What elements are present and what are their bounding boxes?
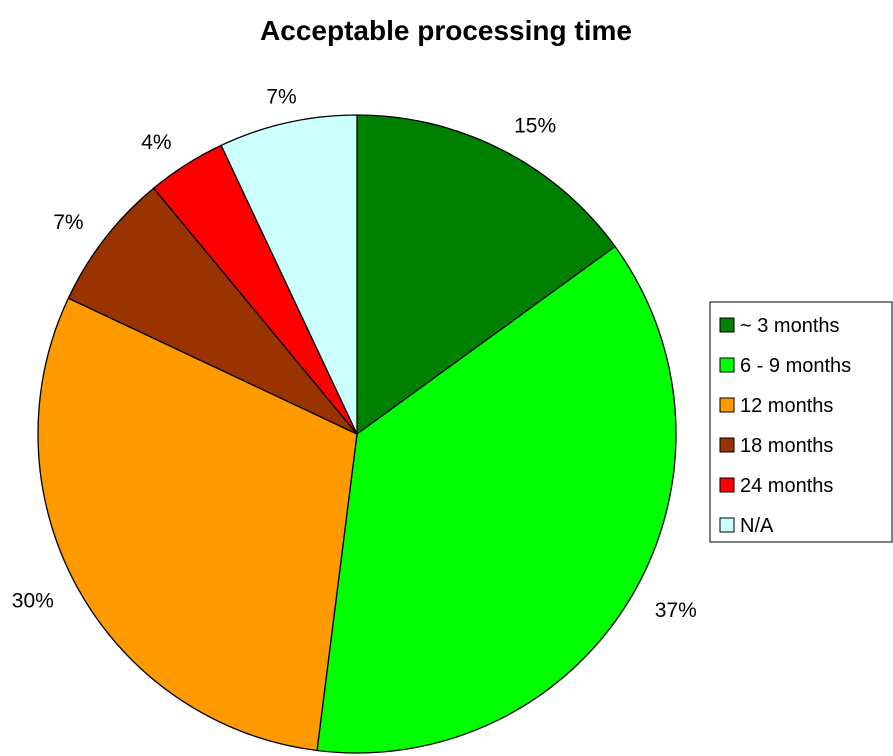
slice-data-label: 37%	[655, 599, 697, 622]
legend-label: ~ 3 months	[740, 315, 840, 337]
legend-swatch	[719, 517, 735, 533]
slice-data-label: 4%	[141, 131, 171, 154]
pie-slice	[37, 297, 358, 752]
slice-data-label: 7%	[266, 85, 296, 108]
legend-label: 6 - 9 months	[740, 355, 851, 377]
pie-slice	[67, 187, 358, 435]
legend-swatch	[719, 477, 735, 493]
legend: ~ 3 months 6 - 9 months 12 months 18 months…	[709, 301, 893, 543]
slice-data-label: 15%	[514, 115, 556, 138]
slice-labels: 15% 37% 30% 7% 4% 7%	[12, 85, 697, 622]
pie-slice	[316, 245, 677, 754]
legend-box	[709, 301, 893, 543]
slice-data-label: 30%	[12, 590, 54, 613]
legend-swatch	[719, 357, 735, 373]
pie-slice	[356, 114, 616, 436]
legend-label: 12 months	[740, 395, 833, 417]
legend-swatch	[719, 437, 735, 453]
legend-label: N/A	[740, 515, 774, 537]
legend-swatch	[719, 317, 735, 333]
pie-slices	[37, 114, 677, 754]
legend-swatch	[719, 397, 735, 413]
slice-data-label: 7%	[53, 211, 83, 234]
pie-slice	[220, 114, 358, 435]
chart-title: Acceptable processing time	[260, 15, 632, 46]
legend-label: 24 months	[740, 475, 833, 497]
legend-label: 18 months	[740, 435, 833, 457]
